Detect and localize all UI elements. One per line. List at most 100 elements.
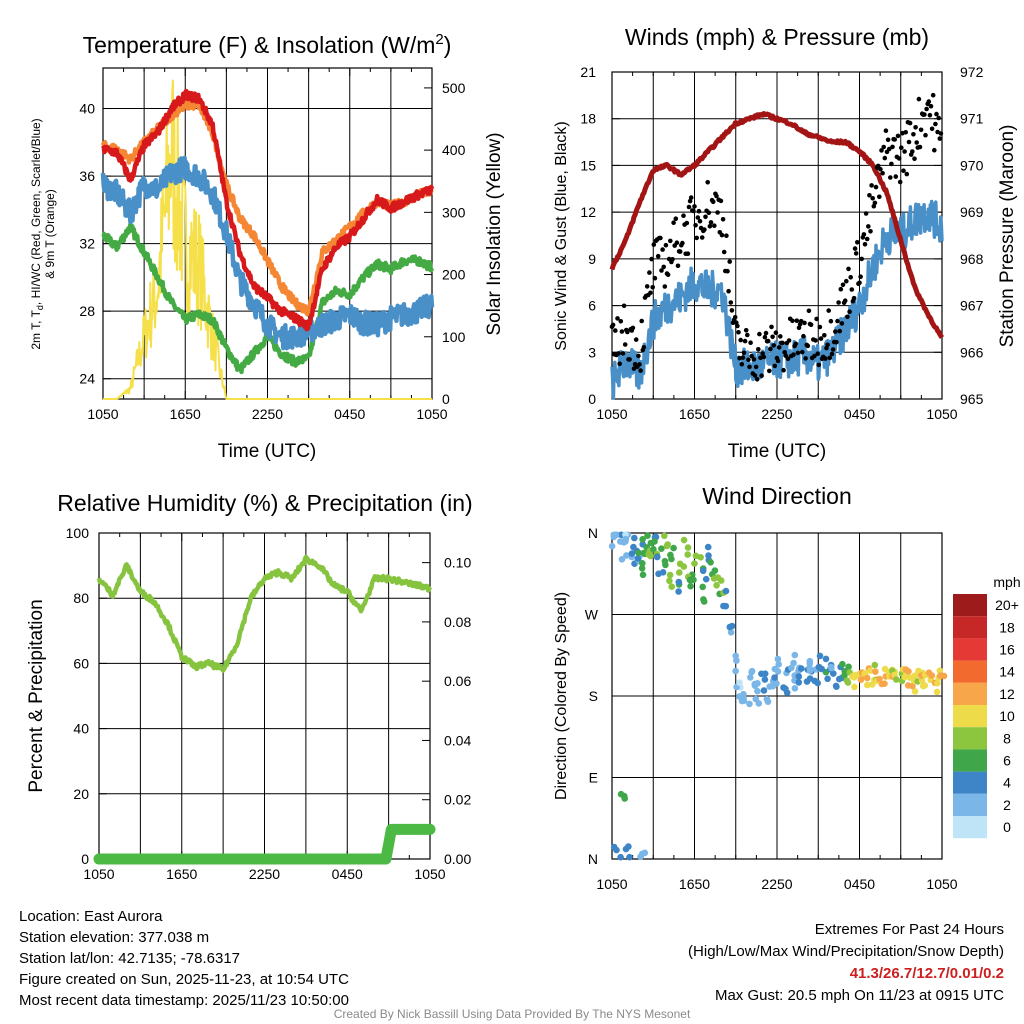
speed-legend-swatch bbox=[953, 638, 987, 661]
wind-gust-point bbox=[913, 125, 918, 130]
wind-gust-point bbox=[893, 174, 899, 179]
wind-gust-point bbox=[922, 112, 927, 117]
speed-legend-swatch bbox=[953, 749, 987, 772]
direction-point bbox=[639, 536, 646, 543]
temperature-series-hi-wc bbox=[100, 155, 435, 351]
wind-gust-point bbox=[728, 300, 734, 305]
wind-gust-point bbox=[867, 193, 872, 198]
wind-gust-point bbox=[663, 242, 669, 248]
wind-gust-point bbox=[902, 149, 907, 154]
speed-legend-swatch bbox=[953, 705, 987, 728]
wind-gust-point bbox=[721, 249, 727, 255]
speed-legend-swatch bbox=[953, 594, 987, 617]
wind-gust-point bbox=[910, 149, 915, 154]
wind-gust-point bbox=[830, 347, 836, 352]
wind-gust-point bbox=[650, 285, 655, 290]
direction-point bbox=[795, 673, 803, 680]
wind-gust-point bbox=[853, 251, 859, 256]
wind-gust-point bbox=[818, 336, 824, 341]
direction-point bbox=[690, 576, 697, 584]
wind-gust-point bbox=[889, 161, 894, 167]
wind-gust-point bbox=[610, 322, 616, 328]
humidity-ytick-label: 0 bbox=[81, 851, 89, 867]
wind-gust-point bbox=[897, 179, 903, 185]
direction-point bbox=[623, 552, 630, 559]
wind-gust-point bbox=[866, 224, 871, 229]
speed-legend-swatch bbox=[953, 660, 987, 683]
direction-point bbox=[628, 550, 636, 557]
speed-legend-label: 18 bbox=[999, 619, 1015, 635]
direction-point bbox=[864, 681, 871, 689]
wind-gust-point bbox=[738, 337, 743, 343]
wind-gust-point bbox=[781, 367, 786, 373]
direction-point bbox=[791, 685, 799, 692]
direction-point bbox=[832, 682, 840, 690]
wind-gust-point bbox=[671, 220, 676, 225]
wind-gust-point bbox=[727, 259, 732, 264]
wind-gust-point bbox=[928, 103, 934, 109]
direction-point bbox=[934, 679, 941, 687]
wind-gust-point bbox=[802, 320, 807, 326]
wind-gust-point bbox=[718, 198, 724, 204]
direction-ytick-label: W bbox=[585, 607, 599, 623]
wind-gust-point bbox=[743, 328, 749, 333]
direction-point bbox=[717, 577, 725, 584]
wind-xtick-label: 1050 bbox=[596, 406, 627, 422]
wind-gust-point bbox=[658, 235, 663, 241]
wind-gust-point bbox=[849, 287, 855, 292]
wind-y2tick-label: 972 bbox=[960, 64, 984, 80]
wind-gust-point bbox=[670, 257, 675, 262]
wind-gust-point bbox=[873, 184, 879, 190]
speed-legend-label: 20+ bbox=[995, 597, 1019, 613]
wind-gust-point bbox=[767, 368, 772, 374]
wind-ytick-label: 6 bbox=[588, 298, 596, 314]
direction-point bbox=[732, 667, 739, 675]
speed-legend-label: 4 bbox=[1003, 775, 1011, 791]
wind-ytick-label: 18 bbox=[580, 111, 596, 127]
direction-point bbox=[867, 667, 874, 674]
wind-gust-point bbox=[805, 343, 811, 349]
wind-gust-point bbox=[801, 333, 806, 339]
station-elevation: Station elevation: 377.038 m bbox=[19, 929, 210, 946]
direction-point bbox=[806, 667, 814, 674]
wind-gust-point bbox=[729, 308, 735, 313]
wind-gust-point bbox=[665, 272, 671, 278]
wind-gust-point bbox=[695, 215, 701, 220]
wind-gust-point bbox=[668, 238, 673, 244]
direction-point bbox=[630, 543, 637, 551]
direction-point bbox=[697, 554, 704, 561]
wind-gust-point bbox=[829, 351, 835, 357]
wind-gust-point bbox=[687, 198, 693, 204]
direction-point bbox=[625, 843, 632, 850]
direction-point bbox=[806, 660, 814, 667]
wind-gust-point bbox=[621, 303, 627, 309]
wind-gust-point bbox=[622, 342, 628, 347]
direction-point bbox=[755, 700, 763, 707]
wind-gust-point bbox=[693, 223, 698, 228]
wind-gust-point bbox=[906, 139, 912, 145]
temperature-ytick-label: 32 bbox=[79, 236, 95, 252]
wind-gust-point bbox=[786, 338, 792, 343]
wind-gust-point bbox=[881, 144, 886, 150]
wind-series-sonic-wind bbox=[610, 199, 944, 400]
wind-xlabel: Time (UTC) bbox=[728, 441, 827, 462]
wind-gust-point bbox=[684, 220, 690, 226]
temperature-ytick-label: 28 bbox=[79, 303, 95, 319]
wind-gust-point bbox=[780, 340, 785, 346]
wind-gust-point bbox=[739, 362, 745, 367]
direction-point bbox=[702, 575, 710, 583]
wind-gust-point bbox=[742, 338, 748, 344]
direction-point bbox=[638, 565, 646, 572]
wind-gust-point bbox=[803, 356, 808, 361]
wind-gust-point bbox=[862, 242, 868, 247]
direction-xtick-label: 0450 bbox=[844, 876, 875, 892]
direction-point bbox=[822, 655, 830, 663]
wind-gust-point bbox=[936, 115, 941, 121]
direction-point bbox=[881, 680, 888, 687]
wind-gust-point bbox=[696, 208, 702, 214]
wind-gust-point bbox=[822, 333, 827, 338]
direction-point bbox=[911, 672, 919, 679]
direction-point bbox=[798, 665, 805, 672]
direction-point bbox=[845, 663, 852, 671]
wind-gust-point bbox=[863, 211, 869, 216]
